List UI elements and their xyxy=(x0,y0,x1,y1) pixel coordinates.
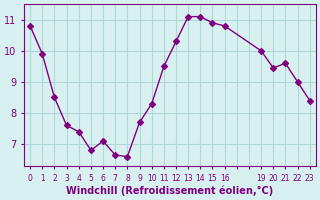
X-axis label: Windchill (Refroidissement éolien,°C): Windchill (Refroidissement éolien,°C) xyxy=(66,185,274,196)
